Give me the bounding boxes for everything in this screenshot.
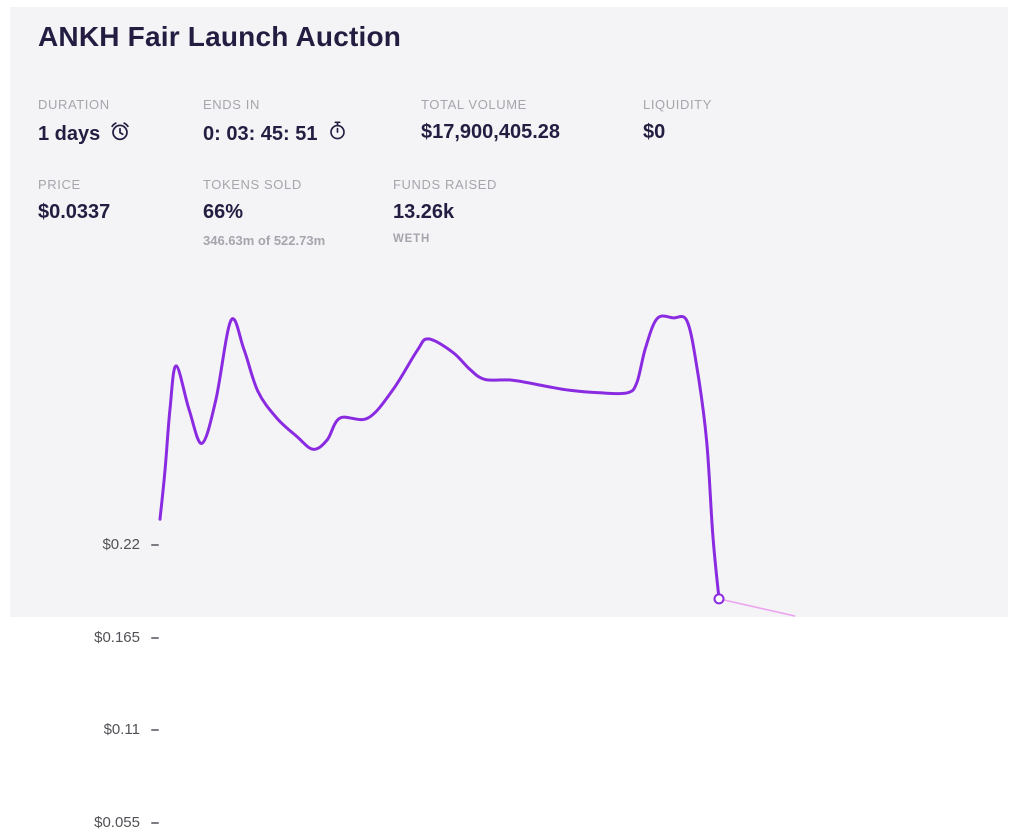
stat-label: LIQUIDITY [643,97,712,112]
y-axis-tick-label: $0.22 [102,536,140,553]
price-line [158,314,721,601]
stat-value: $0 [643,121,666,143]
funds-raised-currency: WETH [393,233,431,245]
countdown-value: 0: 03: 45: 51 [203,122,318,145]
stat-label: PRICE [38,177,81,192]
y-axis-tick-label: $0.11 [103,721,140,739]
stat-value: 66% [203,201,244,223]
price-chart-svg [158,314,796,617]
stat-value: 0: 03: 45: 51 [203,120,348,147]
stat-price: PRICE $0.0337 [38,177,110,224]
y-axis-tick-mark [151,822,159,824]
projection-line [718,598,796,617]
stat-value: 13.26k [393,201,455,223]
y-axis-tick-mark [151,729,159,732]
stat-label: TOTAL VOLUME [421,97,527,112]
stat-liquidity: LIQUIDITY $0 [643,97,712,144]
y-axis-tick-mark [151,636,159,639]
current-price-marker[interactable] [713,593,725,605]
y-axis-tick-label: $0.165 [94,628,140,646]
y-axis-tick-mark [151,544,159,546]
stat-duration: DURATION 1 days [38,97,131,148]
tokens-sold-detail: 346.63m of 522.73m [203,233,326,248]
price-chart[interactable]: $0.22 $0.165 $0.11 $0.055 [10,267,1008,831]
duration-value: 1 days [38,123,101,145]
stat-value: $0.0337 [38,201,111,223]
stat-label: ENDS IN [203,97,260,112]
stat-label: FUNDS RAISED [393,177,497,192]
auction-panel: ANKH Fair Launch Auction DURATION 1 days [10,7,1008,831]
stat-value: 1 days [38,120,131,148]
stat-total-volume: TOTAL VOLUME $17,900,405.28 [421,97,560,144]
y-axis-tick-label: $0.055 [94,814,140,831]
alarm-clock-icon [109,120,131,148]
stat-funds-raised: FUNDS RAISED 13.26k WETH [393,177,497,245]
page-title: ANKH Fair Launch Auction [38,21,402,52]
stat-label: TOKENS SOLD [203,177,302,192]
stat-label: DURATION [38,97,110,112]
stat-tokens-sold: TOKENS SOLD 66% 346.63m of 522.73m [203,177,325,248]
stat-value: $17,900,405.28 [421,121,561,143]
auction-page: ANKH Fair Launch Auction DURATION 1 days [10,7,1008,831]
stopwatch-icon [327,120,348,147]
stat-ends-in: ENDS IN 0: 03: 45: 51 [203,97,348,147]
